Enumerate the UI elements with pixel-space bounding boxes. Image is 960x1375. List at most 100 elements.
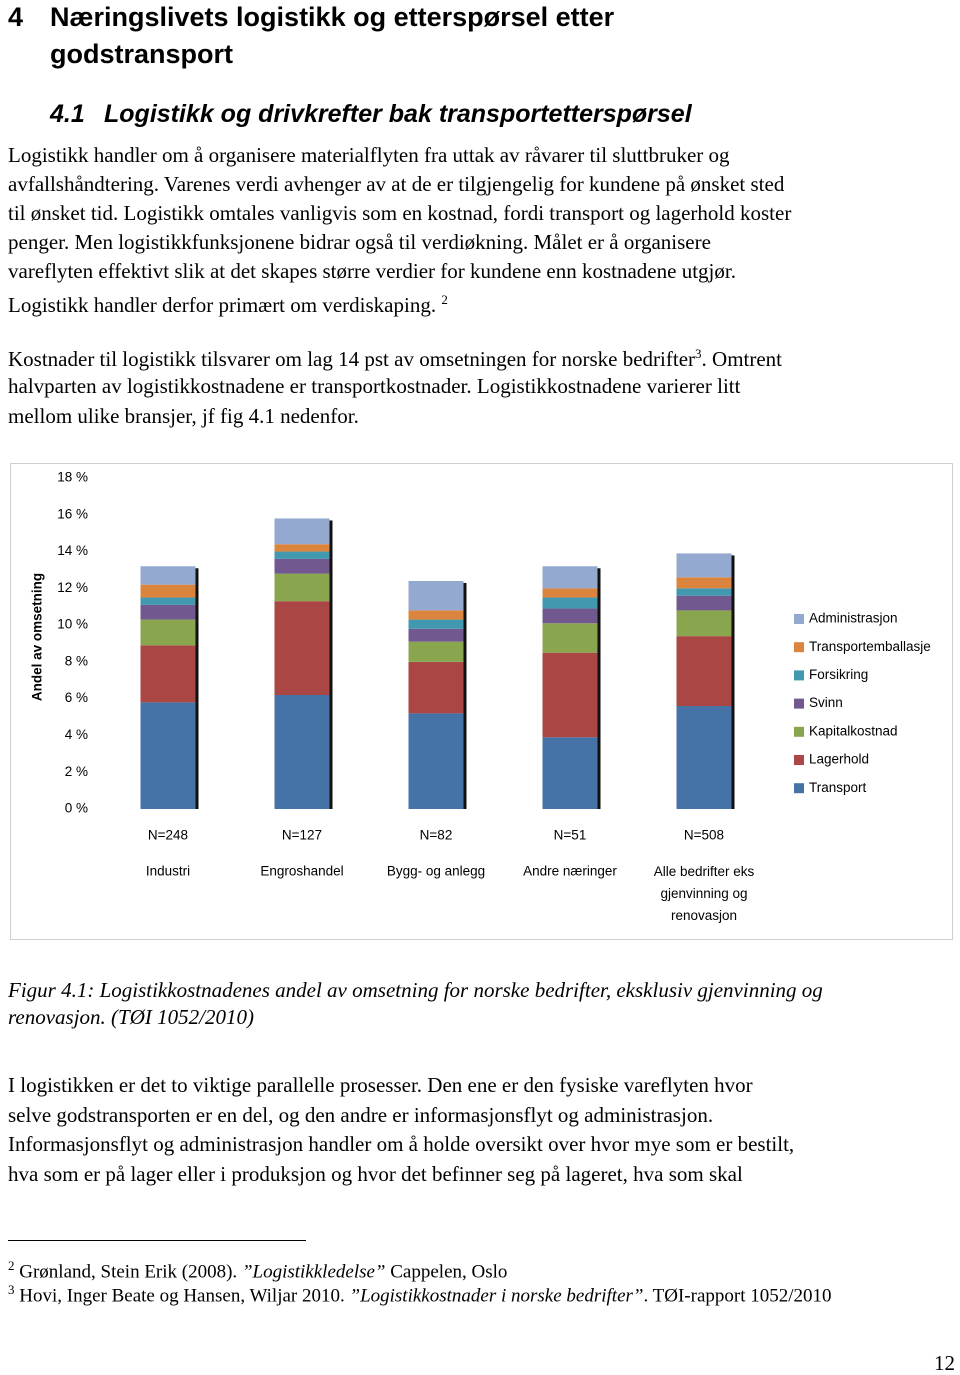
footnote-number: 2 [8,1258,15,1273]
caption-line: renovasjon. (TØI 1052/2010) [8,1005,254,1029]
bar-segment [140,702,196,809]
text: ”Logistikkostnader i norske bedrifter” [349,1285,644,1307]
bar-segment [408,619,464,629]
bar-segment [676,577,732,589]
y-tick-label: 10 % [57,617,88,632]
legend-swatch [794,726,804,737]
y-tick-label: 4 % [65,727,88,742]
text: . Omtrent [701,347,783,371]
subheading-title: Logistikk og drivkrefter bak transportet… [104,100,692,128]
bar-segment [542,597,598,609]
heading-line: godstransport [50,39,234,69]
bar-segment [140,566,196,585]
bar-segment [140,604,196,620]
footnote-rule [8,1240,306,1241]
bar-segment [542,623,598,653]
paragraph-line: Kostnader til logistikk tilsvarer om lag… [8,342,782,371]
y-tick-label: 2 % [65,764,88,779]
bar-segment [408,580,464,611]
chart-frame: Andel av omsetning 0 % 2 % 4 % 6 % 8 % 10 % 12… [10,463,953,940]
y-tick-label: 0 % [65,801,88,816]
bar-segment [274,601,330,695]
text: Kostnader til logistikk tilsvarer om lag… [8,347,696,371]
text: Logistikk handler om å organisere materi… [8,143,730,167]
text: Logistikk handler derfor primært om verd… [8,293,437,317]
paragraph-line: Informasjonsflyt og administrasjon handl… [8,1132,795,1156]
bar-segment [274,544,330,552]
bar-segment [140,584,196,598]
text: . TØI-rapport 1052/2010 [643,1285,832,1307]
paragraph-line: til ønsket tid. Logistikk omtales vanlig… [8,201,791,225]
text: vareflyten effektivt slik at det skapes … [8,259,736,283]
paragraph-line: mellom ulike bransjer, jf fig 4.1 nedenf… [8,404,359,428]
y-tick-label: 12 % [57,580,88,595]
text: ”Logistikkledelse” [241,1261,386,1283]
legend-swatch [794,755,804,765]
y-tick-label: 18 % [57,470,88,485]
paragraph-line: penger. Men logistikkfunksjonene bidrar … [8,230,711,254]
legend-label: Administrasjon [809,611,898,626]
bar-segment [676,595,732,611]
text: til ønsket tid. Logistikk omtales vanlig… [8,201,792,225]
bar-segment [676,610,732,637]
bar-segment [676,636,732,707]
paragraph-line: vareflyten effektivt slik at det skapes … [8,259,736,283]
paragraph-line: Logistikk handler derfor primært om verd… [8,288,448,317]
bar-shadow [597,568,601,809]
legend-swatch [794,783,804,794]
legend-label: Kapitalkostnad [809,723,898,738]
bar-segment [274,573,330,602]
paragraph-line: I logistikken er det to viktige parallel… [8,1073,753,1097]
bar-segment [542,588,598,598]
n-label: N=248 [148,828,188,843]
page-number: 12 [934,1351,955,1375]
subheading-number: 4.1 [50,100,85,128]
legend-label: Forsikring [809,667,868,682]
y-tick-label: 6 % [65,690,88,705]
paragraph-line: selve godstransporten er en del, og den … [8,1102,714,1127]
chart: Andel av omsetning 0 % 2 % 4 % 6 % 8 % 10 % 12… [30,470,931,923]
bar-segment [408,713,464,809]
footnote-ref: 2 [441,292,448,307]
bar-segment [676,706,732,809]
x-tick-label: Industri [146,864,190,879]
n-label: N=51 [554,828,587,843]
paragraph-line: halvparten av logistikkostnadene er tran… [8,374,741,398]
bar-segment [542,608,598,624]
caption-line: Figur 4.1: Logistikkostnadenes andel av … [8,978,823,1002]
n-label: N=127 [282,828,322,843]
paragraph-line: hva som er på lager eller i produksjon o… [8,1161,743,1186]
paragraph-line: Logistikk handler om å organisere materi… [8,143,730,167]
bar-segment [274,551,330,559]
legend-label: Lagerhold [809,752,869,767]
n-label: N=508 [684,828,724,843]
y-tick-label: 14 % [57,543,88,558]
bar-shadow [329,520,333,809]
bar-segment [274,694,330,809]
bar-segment [408,628,464,642]
bar-segment [542,652,598,738]
y-tick-label: 8 % [65,653,88,668]
bar-segment [676,588,732,596]
bar-segment [140,597,196,605]
n-label: N=82 [420,828,453,843]
legend-label: Transportemballasje [809,639,931,654]
legend-swatch [794,670,804,681]
text: Hovi, Inger Beate og Hansen, Wiljar 2010… [19,1285,350,1307]
legend-label: Transport [809,780,867,795]
bar-segment [408,661,464,714]
bar-segment [274,518,330,545]
text: Grønland, Stein Erik (2008). [19,1261,242,1283]
bar-shadow [195,568,199,809]
legend-swatch [794,698,804,709]
x-tick-label: Andre næringer [523,864,617,879]
text: Cappelen, Oslo [385,1261,508,1283]
bar-segment [408,641,464,662]
footnote-number: 3 [8,1282,15,1297]
bar-shadow [731,555,735,809]
footnote: 3 Hovi, Inger Beate og Hansen, Wiljar 20… [8,1279,832,1307]
y-axis-title: Andel av omsetning [30,573,45,701]
x-tick-label: Bygg- og anlegg [387,864,485,879]
footnote: 2 Grønland, Stein Erik (2008). ”Logistik… [8,1255,507,1283]
